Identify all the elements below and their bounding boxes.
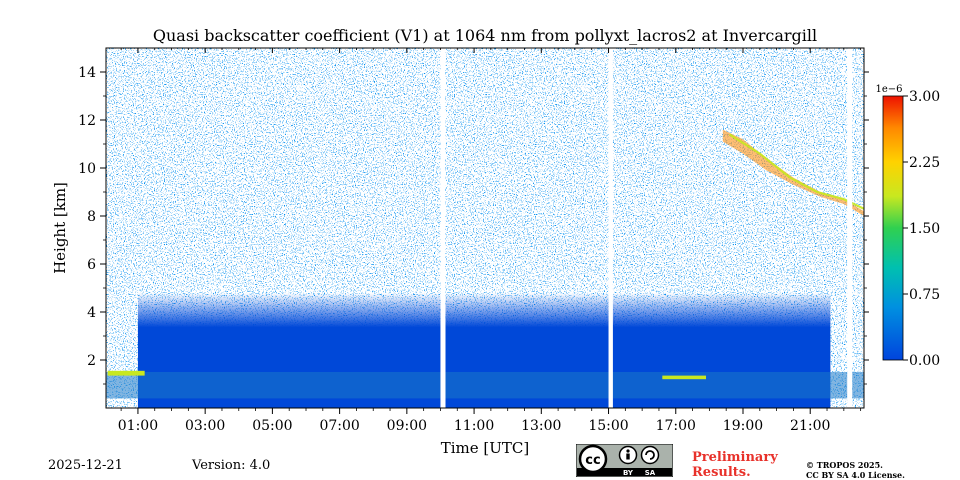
y-tick-label-6: 14 <box>78 65 96 81</box>
x-tick-label-10: 21:00 <box>790 418 830 434</box>
layer-low-cloud-afternoon <box>662 375 707 380</box>
copyright-line-2: CC BY SA 4.0 License. <box>806 470 905 480</box>
x-tick-label-3: 07:00 <box>319 418 359 434</box>
preliminary-line-1: Preliminary <box>692 450 778 465</box>
colorbar-tick-label-2: 1.50 <box>909 221 940 237</box>
cc-license-badge: cc BY SA <box>576 444 673 477</box>
colorbar-gradient <box>882 95 904 361</box>
x-tick-label-9: 19:00 <box>723 418 763 434</box>
y-tick-label-4: 10 <box>78 161 96 177</box>
x-axis-label: Time [UTC] <box>441 439 530 457</box>
svg-text:cc: cc <box>585 453 600 468</box>
preliminary-line-2: Results. <box>692 465 751 480</box>
x-tick-label-6: 13:00 <box>521 418 561 434</box>
y-tick-label-0: 2 <box>87 353 96 369</box>
x-tick-label-1: 03:00 <box>185 418 225 434</box>
colorbar-tick-label-1: 0.75 <box>909 287 940 303</box>
y-tick-label-5: 12 <box>78 113 96 129</box>
plot-frame <box>105 47 865 409</box>
y-tick-label-2: 6 <box>87 257 96 273</box>
data-gaps <box>440 48 853 408</box>
chart-title: Quasi backscatter coefficient (V1) at 10… <box>153 26 817 45</box>
y-tick-label-3: 8 <box>87 209 96 225</box>
x-tick-label-7: 15:00 <box>588 418 628 434</box>
colorbar-exponent: 1e−6 <box>875 84 902 95</box>
layer-near-surface-layer <box>106 372 864 399</box>
x-tick-label-4: 09:00 <box>387 418 427 434</box>
x-tick-label-0: 01:00 <box>118 418 158 434</box>
y-axis-label: Height [km] <box>51 182 69 274</box>
colorbar-tick-label-3: 2.25 <box>909 155 940 171</box>
badge-sa-text: SA <box>645 469 656 477</box>
badge-by-text: BY <box>623 469 634 477</box>
version-label: Version: 4.0 <box>192 458 271 473</box>
copyright-note: © TROPOS 2025. CC BY SA 4.0 License. <box>806 460 905 480</box>
x-tick-label-5: 11:00 <box>454 418 494 434</box>
colorbar-tick-label-4: 3.00 <box>909 89 940 105</box>
layer-low-cloud-morning <box>107 370 145 376</box>
layer-cirrus-core <box>728 133 864 210</box>
y-tick-label-1: 4 <box>87 305 96 321</box>
date-label: 2025-12-21 <box>48 458 123 473</box>
colorbar-ticks: 0.00 0.75 1.50 2.25 3.00 <box>903 89 940 369</box>
preliminary-results-note: Preliminary Results. <box>692 450 778 480</box>
x-tick-label-2: 05:00 <box>252 418 292 434</box>
copyright-line-1: © TROPOS 2025. <box>806 460 883 470</box>
y-axis: 2 4 6 8 10 12 14 <box>78 65 869 385</box>
x-tick-label-8: 17:00 <box>656 418 696 434</box>
data-gap-0 <box>440 48 446 408</box>
colorbar-tick-label-0: 0.00 <box>909 353 940 369</box>
data-gap-1 <box>608 48 613 408</box>
plot-area <box>106 48 864 408</box>
colorbar: 1e−6 0.00 0.75 1.50 2.25 3.00 <box>875 84 940 369</box>
x-axis: 01:00 03:00 05:00 07:00 09:00 11:00 13:00 15:00… <box>118 48 862 434</box>
data-gap-2 <box>847 48 853 408</box>
